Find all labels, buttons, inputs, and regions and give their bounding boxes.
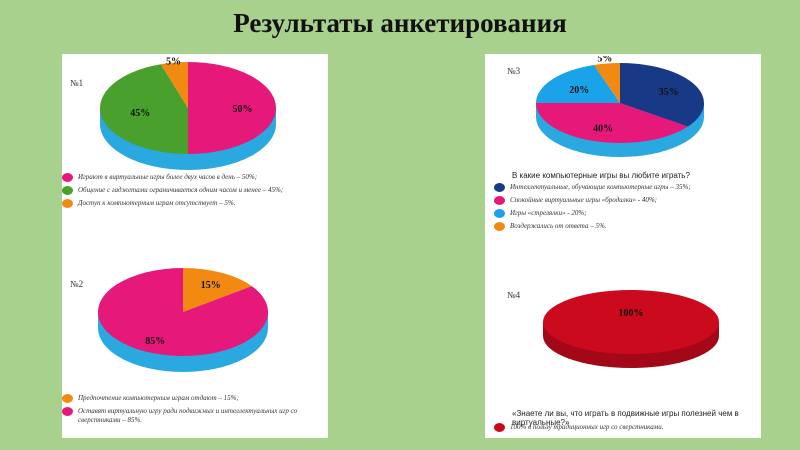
pie-chart-4: 100% — [543, 290, 719, 368]
legend-item: 100% в пользу традиционных игр со сверст… — [494, 423, 759, 432]
legend-swatch — [494, 423, 505, 432]
pie-slice-label: 5% — [166, 56, 181, 67]
chart-3-legend: Интеллектуальные, обучающие компьютерные… — [494, 183, 759, 235]
legend-swatch — [494, 183, 505, 192]
legend-swatch — [494, 196, 505, 205]
pie-slice — [160, 62, 188, 108]
legend-label: Воздержались от ответа – 5%. — [510, 222, 607, 230]
legend-label: Игры «стрелялки» - 20%; — [510, 209, 587, 217]
pie-chart-3: 35% 40% 20% 5% — [536, 56, 704, 157]
page-title: Результаты анкетирования — [233, 8, 567, 38]
legend-swatch — [494, 209, 505, 218]
legend-label: Оставят виртуальную игру ради подвижных … — [78, 407, 298, 424]
legend-item: Интеллектуальные, обучающие компьютерные… — [494, 183, 759, 192]
pie-slice — [98, 268, 269, 356]
legend-swatch — [62, 186, 73, 195]
chart-4-legend: 100% в пользу традиционных игр со сверст… — [494, 423, 759, 436]
legend-item: Доступ к компьютерным играм отсутствует … — [62, 199, 317, 208]
chart-2-legend: Предпочтение компьютерным играм отдают –… — [62, 394, 322, 429]
pie-chart-2: 15% 85% — [98, 268, 269, 372]
legend-item: Игры «стрелялки» - 20%; — [494, 209, 759, 218]
legend-label: Предпочтение компьютерным играм отдают –… — [78, 394, 239, 402]
chart-3-number: №3 — [507, 66, 521, 76]
legend-item: Общение с гаджетами ограничивается одним… — [62, 186, 317, 195]
legend-label: Общение с гаджетами ограничивается одним… — [78, 186, 284, 194]
legend-swatch — [62, 394, 73, 403]
pie-slice-label: 40% — [593, 124, 613, 135]
pie-slice-label: 100% — [619, 308, 644, 319]
pie-slice — [188, 62, 276, 154]
pie-slice — [536, 64, 620, 103]
legend-swatch — [62, 199, 73, 208]
legend-item: Предпочтение компьютерным играм отдают –… — [62, 394, 322, 403]
chart-4-number: №4 — [507, 290, 521, 300]
pie-slice-label: 85% — [145, 336, 165, 347]
pie-slice-label: 5% — [597, 56, 612, 65]
chart-1-legend: Играют в виртуальные игры более двух час… — [62, 173, 317, 212]
legend-item: Воздержались от ответа – 5%. — [494, 222, 759, 231]
pie-slice — [100, 64, 188, 154]
legend-item: Играют в виртуальные игры более двух час… — [62, 173, 317, 182]
chart-2-number: №2 — [70, 279, 84, 289]
chart-3-question: В какие компьютерные игры вы любите игра… — [512, 171, 690, 180]
legend-label: Интеллектуальные, обучающие компьютерные… — [510, 183, 691, 191]
pie-slice — [536, 103, 688, 143]
pie-chart-1: 50% 45% 5% — [100, 56, 276, 170]
legend-item: Оставят виртуальную игру ради подвижных … — [62, 407, 322, 425]
legend-label: Спокойные виртуальные игры «бродилки» - … — [510, 196, 657, 204]
pie-slice — [183, 268, 252, 312]
pie-slice-label: 45% — [130, 108, 150, 119]
pie-slice — [594, 63, 620, 103]
legend-label: 100% в пользу традиционных игр со сверст… — [510, 423, 664, 431]
legend-label: Играют в виртуальные игры более двух час… — [78, 173, 258, 181]
pie-slice-label: 50% — [233, 104, 253, 115]
chart-1-number: №1 — [70, 78, 84, 88]
legend-swatch — [494, 222, 505, 231]
pie-slice — [543, 290, 719, 354]
pie-slice-label: 15% — [201, 280, 221, 291]
chart-4-question: «Знаете ли вы, что играть в подвижные иг… — [512, 409, 739, 427]
pie-slice-label: 35% — [659, 87, 679, 98]
pie-slice-label: 20% — [569, 85, 589, 96]
legend-label: Доступ к компьютерным играм отсутствует … — [78, 199, 236, 207]
pie-slice — [620, 63, 704, 127]
legend-swatch — [62, 407, 73, 416]
legend-item: Спокойные виртуальные игры «бродилки» - … — [494, 196, 759, 205]
legend-swatch — [62, 173, 73, 182]
